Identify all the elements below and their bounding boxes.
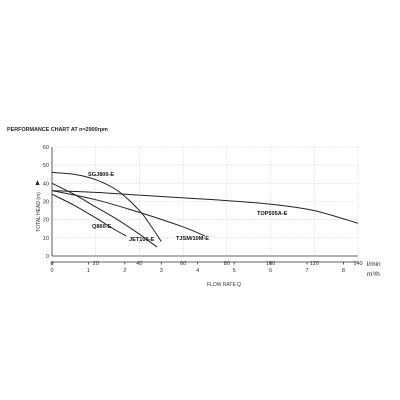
x2-tick-label-0: 0 bbox=[50, 268, 53, 274]
series-line-2 bbox=[52, 194, 126, 236]
x-axis-label: FLOW RATE Q bbox=[207, 282, 241, 288]
series-label-0: SGJ800-E bbox=[88, 172, 114, 178]
x2-tick-label-7: 7 bbox=[305, 268, 308, 274]
series-label-1: TOP505A-E bbox=[257, 211, 288, 217]
x2-tick-label-6: 6 bbox=[269, 268, 272, 274]
x2-tick-label-3: 3 bbox=[160, 268, 163, 274]
x-tick-label-5: 100 bbox=[266, 261, 275, 267]
series-label-2: Q860-E bbox=[92, 224, 112, 230]
series-label-3: JET100-E bbox=[129, 237, 154, 243]
x-tick-label-6: 120 bbox=[310, 261, 319, 267]
y-tick-label-2: 20 bbox=[43, 218, 49, 224]
series-line-1 bbox=[52, 191, 358, 224]
x2-tick-labels: 0 1 2 3 4 5 6 7 8 bbox=[50, 268, 345, 274]
series-labels: SGJ800-E TOP505A-E Q860-E JET100-E TJSM/10M-… bbox=[88, 172, 288, 243]
x-tick-label-1: 20 bbox=[93, 261, 99, 267]
x2-tick-label-4: 4 bbox=[196, 268, 199, 274]
x-tick-label-2: 40 bbox=[136, 261, 142, 267]
y-axis-label: TOTAL HEAD (m) bbox=[36, 192, 42, 232]
y-tick-label-6: 60 bbox=[43, 145, 49, 151]
x2-tick-label-1: 1 bbox=[87, 268, 90, 274]
y-tick-label-3: 30 bbox=[43, 200, 49, 206]
y-tick-labels: 0 10 20 30 40 50 60 bbox=[43, 145, 49, 260]
x-tick-label-0: 0 bbox=[50, 261, 53, 267]
x2-tick-label-8: 8 bbox=[342, 268, 345, 274]
x-axis-unit: l/min bbox=[367, 261, 381, 268]
x2-axis-unit: m³/h bbox=[367, 271, 380, 278]
chart-title: PERFORMANCE CHART AT n=2900rpm bbox=[7, 127, 108, 133]
series-line-0 bbox=[52, 172, 161, 241]
x-tick-label-7: 140 bbox=[353, 261, 362, 267]
y-tick-label-4: 40 bbox=[43, 181, 49, 187]
y-tick-label-1: 10 bbox=[43, 236, 49, 242]
y-tick-label-0: 0 bbox=[46, 254, 49, 260]
x2-tick-label-5: 5 bbox=[233, 268, 236, 274]
x-tick-label-3: 60 bbox=[180, 261, 186, 267]
axes bbox=[52, 147, 358, 265]
series-label-4: TJSM/10M-E bbox=[176, 236, 209, 242]
x2-tick-label-2: 2 bbox=[123, 268, 126, 274]
y-tick-label-5: 50 bbox=[43, 163, 49, 169]
y-axis-arrow-icon bbox=[36, 180, 40, 185]
x-tick-label-4: 80 bbox=[224, 261, 230, 267]
